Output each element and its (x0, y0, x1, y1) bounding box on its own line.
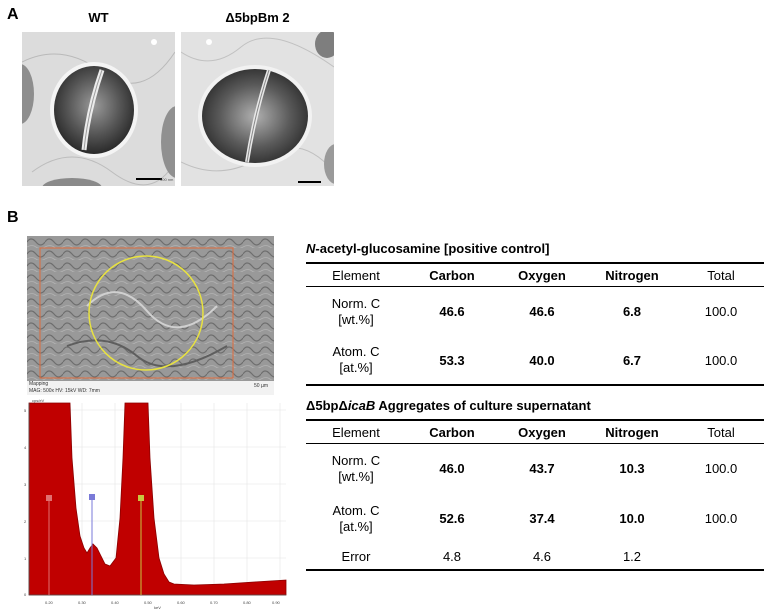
row-label-line2: [wt.%] (338, 468, 374, 484)
table-row: Atom. C [at.%] 53.3 40.0 6.7 100.0 (306, 337, 764, 385)
carbon-value: 46.6 (439, 304, 465, 320)
spectrum-y-unit: cps/eV (32, 398, 45, 403)
total-value: 100.0 (704, 352, 738, 368)
total-value: 100.0 (704, 511, 738, 526)
header-carbon: Carbon (406, 263, 498, 287)
total-value: 100.0 (704, 304, 738, 320)
table-row: Norm. C [wt.%] 46.0 43.7 10.3 100.0 (306, 444, 764, 494)
header-element: Element (306, 420, 406, 444)
oxygen-value: 40.0 (529, 352, 555, 368)
nitrogen-value: 6.8 (622, 304, 642, 320)
mutant-tem-image (181, 32, 334, 186)
carbon-value: 46.0 (439, 461, 465, 477)
row-label-line1: Norm. C (331, 295, 381, 311)
table1-title: N-acetyl-glucosamine [positive control] (306, 241, 549, 256)
error-label: Error (341, 548, 371, 564)
wt-scale-text: 500 nm (160, 177, 174, 182)
table2-title-pre: Δ5bpΔ (306, 398, 348, 413)
table-row: Atom. C [at.%] 52.6 37.4 10.0 100.0 (306, 494, 764, 544)
table1: Element Carbon Oxygen Nitrogen Total Nor… (306, 262, 764, 386)
y-tick: 2 (24, 519, 27, 524)
x-tick: 0.30 (78, 600, 86, 605)
wt-scale-bar (136, 178, 162, 180)
oxygen-value: 37.4 (529, 511, 555, 526)
row-label-line1: Atom. C (332, 344, 380, 359)
row-label-line2: [at.%] (339, 360, 373, 375)
oxygen-error: 4.6 (532, 548, 552, 564)
mutant-label: Δ5bpBm 2 (225, 10, 290, 25)
x-tick: 0.50 (144, 600, 152, 605)
panel-b-letter: B (7, 209, 19, 226)
x-tick: 0.60 (177, 600, 185, 605)
oxygen-value: 43.7 (529, 461, 555, 477)
carbon-value: 53.3 (439, 352, 465, 368)
table2: Element Carbon Oxygen Nitrogen Total Nor… (306, 419, 764, 571)
y-tick: 3 (24, 482, 27, 487)
y-tick: 0 (24, 592, 27, 597)
row-label-line2: [at.%] (339, 518, 373, 534)
row-label: Atom. C [at.%] (306, 337, 406, 385)
header-oxygen: Oxygen (498, 263, 586, 287)
eds-spectrum: cps/eV 5 4 3 2 1 0 0.20 0.30 0.40 0.50 0… (24, 398, 288, 610)
total-error (678, 544, 764, 570)
y-tick: 5 (24, 408, 27, 413)
y-tick: 4 (24, 445, 27, 450)
sem-info-line2: MAG: 500x HV: 15kV WD: 7mm (29, 388, 100, 394)
table1-title-italic: N (306, 241, 316, 256)
table1-header-row: Element Carbon Oxygen Nitrogen Total (306, 263, 764, 287)
header-nitrogen: Nitrogen (586, 420, 678, 444)
row-label: Norm. C [wt.%] (306, 287, 406, 337)
row-label: Atom. C [at.%] (306, 494, 406, 544)
header-element: Element (306, 263, 406, 287)
sem-scale-text: 50 µm (254, 383, 268, 389)
row-label-line1: Norm. C (331, 452, 381, 468)
table2-title-italic: icaB (347, 398, 376, 413)
x-tick: 0.20 (45, 600, 53, 605)
nitrogen-value: 10.3 (619, 461, 645, 477)
table1-title-rest: -acetyl-glucosamine [positive control] (315, 241, 550, 256)
x-tick: 0.40 (111, 600, 119, 605)
spectrum-x-unit: keV (154, 605, 161, 610)
x-tick: 0.80 (243, 600, 251, 605)
header-total: Total (678, 263, 764, 287)
header-carbon: Carbon (406, 420, 498, 444)
row-label-line2: [wt.%] (338, 311, 374, 327)
table2-title-rest: Aggregates of culture supernatant (375, 398, 591, 413)
eds-spectrum-plot (28, 402, 287, 596)
sem-info-strip: Mapping MAG: 500x HV: 15kV WD: 7mm 50 µm (27, 381, 274, 395)
x-tick: 0.90 (272, 600, 280, 605)
mutant-scale-bar (298, 181, 321, 183)
nitrogen-value: 6.7 (622, 352, 642, 368)
table-row: Error 4.8 4.6 1.2 (306, 544, 764, 570)
sem-info-line1: Mapping (29, 381, 49, 387)
oxygen-value: 46.6 (529, 304, 555, 320)
nitrogen-value: 10.0 (619, 511, 645, 526)
sem-image: Mapping MAG: 500x HV: 15kV WD: 7mm 50 µm (27, 236, 274, 395)
carbon-error: 4.8 (442, 548, 462, 564)
header-oxygen: Oxygen (498, 420, 586, 444)
table2-header-row: Element Carbon Oxygen Nitrogen Total (306, 420, 764, 444)
total-value: 100.0 (704, 461, 738, 477)
row-label-line1: Atom. C (332, 502, 380, 518)
carbon-value: 52.6 (439, 511, 465, 526)
y-tick: 1 (24, 556, 27, 561)
x-tick: 0.70 (210, 600, 218, 605)
table-row: Norm. C [wt.%] 46.6 46.6 6.8 100.0 (306, 287, 764, 337)
wt-tem-image: 500 nm (22, 32, 175, 186)
header-nitrogen: Nitrogen (586, 263, 678, 287)
row-label: Norm. C [wt.%] (306, 444, 406, 494)
panel-a-letter: A (7, 6, 19, 23)
table2-title: Δ5bpΔicaB Aggregates of culture supernat… (306, 398, 591, 413)
wt-label: WT (88, 10, 109, 25)
nitrogen-error: 1.2 (622, 548, 642, 564)
header-total: Total (678, 420, 764, 444)
